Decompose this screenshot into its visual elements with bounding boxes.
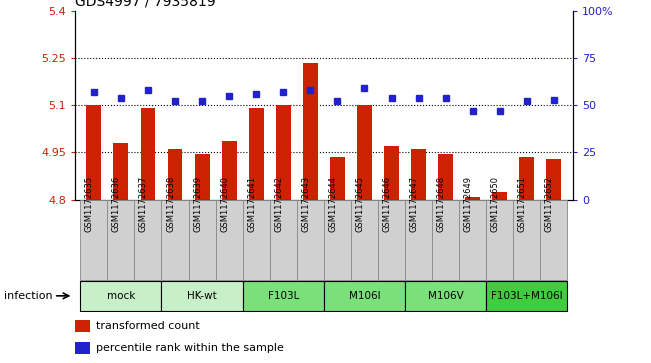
Text: GSM1172646: GSM1172646 bbox=[383, 176, 391, 232]
FancyBboxPatch shape bbox=[134, 200, 161, 280]
Text: M106I: M106I bbox=[349, 291, 380, 301]
FancyBboxPatch shape bbox=[378, 200, 405, 280]
FancyBboxPatch shape bbox=[324, 281, 405, 311]
Text: GDS4997 / 7935819: GDS4997 / 7935819 bbox=[75, 0, 215, 8]
Bar bbox=[87, 105, 102, 200]
Text: F103L: F103L bbox=[268, 291, 299, 301]
FancyBboxPatch shape bbox=[486, 200, 514, 280]
FancyBboxPatch shape bbox=[243, 200, 270, 280]
FancyBboxPatch shape bbox=[405, 200, 432, 280]
Bar bbox=[303, 63, 318, 200]
Text: GSM1172635: GSM1172635 bbox=[85, 176, 94, 232]
Text: GSM1172638: GSM1172638 bbox=[166, 176, 175, 232]
FancyBboxPatch shape bbox=[107, 200, 134, 280]
FancyBboxPatch shape bbox=[432, 200, 459, 280]
Text: GSM1172636: GSM1172636 bbox=[112, 176, 121, 232]
Bar bbox=[465, 196, 480, 200]
Text: GSM1172640: GSM1172640 bbox=[220, 176, 229, 232]
FancyBboxPatch shape bbox=[351, 200, 378, 280]
Text: GSM1172645: GSM1172645 bbox=[355, 176, 365, 232]
FancyBboxPatch shape bbox=[324, 200, 351, 280]
Text: GSM1172648: GSM1172648 bbox=[437, 176, 446, 232]
Text: GSM1172642: GSM1172642 bbox=[274, 176, 283, 232]
FancyBboxPatch shape bbox=[540, 200, 568, 280]
Bar bbox=[75, 320, 90, 333]
Text: HK-wt: HK-wt bbox=[187, 291, 217, 301]
Bar bbox=[141, 109, 156, 200]
Bar bbox=[384, 146, 399, 200]
FancyBboxPatch shape bbox=[80, 281, 161, 311]
Text: GSM1172641: GSM1172641 bbox=[247, 176, 256, 232]
Bar bbox=[411, 149, 426, 200]
Text: transformed count: transformed count bbox=[96, 321, 200, 331]
FancyBboxPatch shape bbox=[405, 281, 486, 311]
FancyBboxPatch shape bbox=[297, 200, 324, 280]
Text: GSM1172637: GSM1172637 bbox=[139, 176, 148, 232]
Bar bbox=[222, 142, 236, 200]
FancyBboxPatch shape bbox=[459, 200, 486, 280]
Text: infection: infection bbox=[4, 291, 52, 301]
Bar bbox=[75, 342, 90, 354]
Bar bbox=[519, 157, 534, 200]
Text: GSM1172651: GSM1172651 bbox=[518, 176, 527, 232]
Bar bbox=[113, 143, 128, 200]
FancyBboxPatch shape bbox=[270, 200, 297, 280]
Bar bbox=[195, 154, 210, 200]
Text: GSM1172647: GSM1172647 bbox=[409, 176, 419, 232]
Bar bbox=[276, 105, 291, 200]
FancyBboxPatch shape bbox=[80, 200, 107, 280]
Text: F103L+M106I: F103L+M106I bbox=[491, 291, 562, 301]
FancyBboxPatch shape bbox=[243, 281, 324, 311]
FancyBboxPatch shape bbox=[161, 200, 189, 280]
Text: GSM1172649: GSM1172649 bbox=[464, 176, 473, 232]
Text: M106V: M106V bbox=[428, 291, 464, 301]
Text: GSM1172650: GSM1172650 bbox=[491, 176, 500, 232]
Bar bbox=[438, 154, 453, 200]
Bar bbox=[492, 192, 507, 200]
FancyBboxPatch shape bbox=[189, 200, 215, 280]
Text: GSM1172652: GSM1172652 bbox=[545, 176, 554, 232]
Text: percentile rank within the sample: percentile rank within the sample bbox=[96, 343, 284, 353]
Text: GSM1172639: GSM1172639 bbox=[193, 176, 202, 232]
FancyBboxPatch shape bbox=[514, 200, 540, 280]
Text: GSM1172643: GSM1172643 bbox=[301, 176, 311, 232]
Text: mock: mock bbox=[107, 291, 135, 301]
Bar bbox=[249, 109, 264, 200]
FancyBboxPatch shape bbox=[486, 281, 568, 311]
Text: GSM1172644: GSM1172644 bbox=[328, 176, 337, 232]
Bar bbox=[357, 105, 372, 200]
FancyBboxPatch shape bbox=[215, 200, 243, 280]
Bar bbox=[167, 149, 182, 200]
Bar bbox=[546, 159, 561, 200]
FancyBboxPatch shape bbox=[161, 281, 243, 311]
Bar bbox=[330, 157, 345, 200]
